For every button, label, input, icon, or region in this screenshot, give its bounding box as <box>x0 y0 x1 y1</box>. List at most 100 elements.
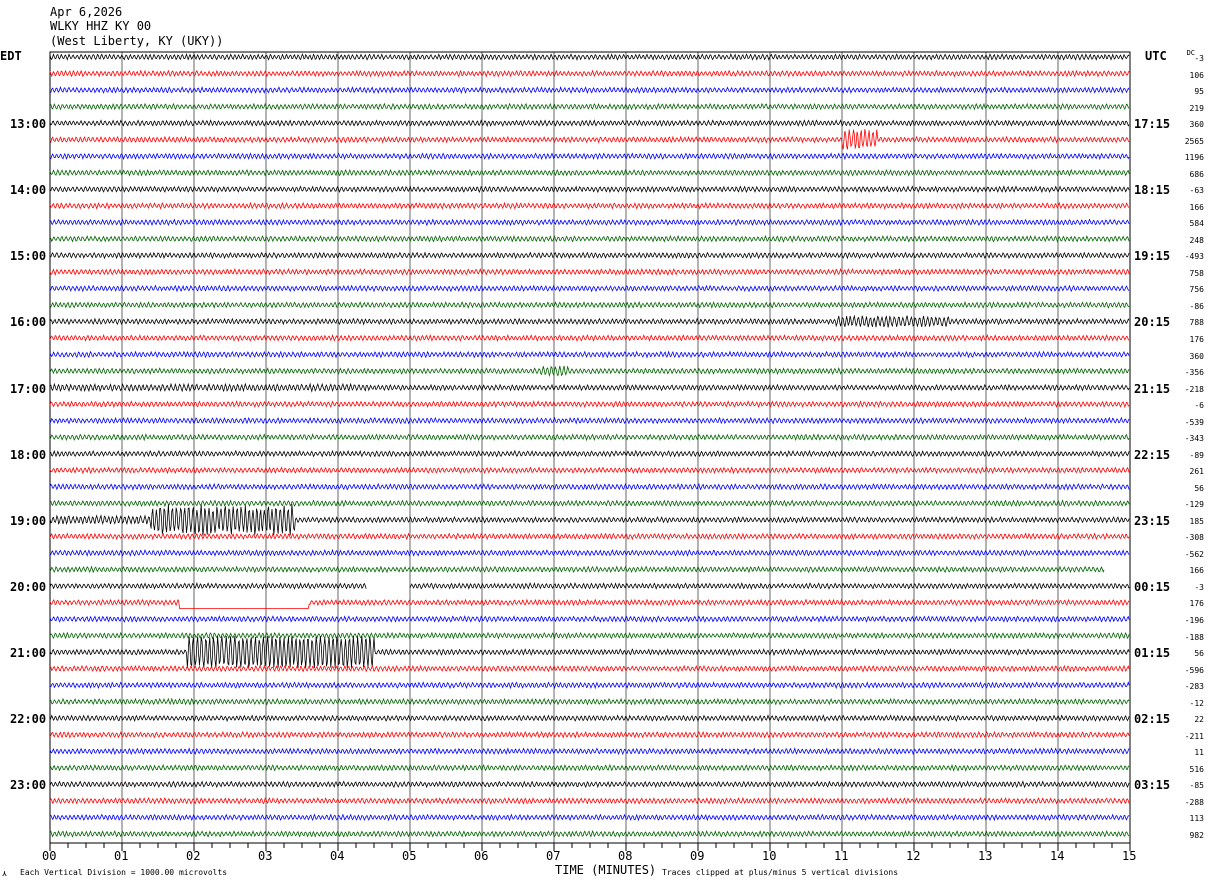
seismic-trace <box>49 697 1130 706</box>
x-tick-label: 15 <box>1122 849 1137 863</box>
dc-offset-label: 113 <box>1189 814 1204 824</box>
edt-hour-label: 21:00 <box>10 646 47 661</box>
utc-hour-label: 17:15 <box>1134 117 1171 132</box>
utc-hour-label: 22:15 <box>1134 447 1171 462</box>
seismic-trace <box>49 730 1130 739</box>
seismic-trace <box>49 129 1130 150</box>
plot-frame <box>49 51 1131 844</box>
seismic-trace <box>49 234 1130 243</box>
seismic-trace <box>49 350 1130 359</box>
scale-icon: ⋏ <box>2 869 7 878</box>
dc-offset-label: 758 <box>1189 268 1204 278</box>
dc-offset-label: -63 <box>1189 186 1204 196</box>
seismic-trace <box>49 830 1130 838</box>
dc-offset-label: -562 <box>1184 549 1204 559</box>
left-timezone: EDT <box>0 49 22 63</box>
dc-offset-label: 95 <box>1194 87 1204 97</box>
seismic-trace <box>49 400 1130 409</box>
right-timezone: UTC <box>1145 49 1167 63</box>
edt-hour-label: 16:00 <box>10 315 47 330</box>
seismic-trace <box>49 763 1130 772</box>
edt-hour-label: 20:00 <box>10 579 47 594</box>
dc-offset-label: -129 <box>1184 500 1204 510</box>
x-tick-label: 08 <box>618 849 633 863</box>
dc-offset-label: 756 <box>1189 285 1204 295</box>
seismic-trace <box>49 482 1130 491</box>
utc-hour-label: 20:15 <box>1134 315 1171 330</box>
dc-offset-label: 360 <box>1189 351 1204 361</box>
dc-offset-label: -343 <box>1184 434 1204 444</box>
dc-offset-label: 788 <box>1189 318 1204 328</box>
edt-hour-label: 15:00 <box>10 249 47 264</box>
edt-hour-label: 18:00 <box>10 447 47 462</box>
seismic-trace <box>49 631 1130 640</box>
dc-offset-label: -6 <box>1194 401 1204 411</box>
seismic-trace <box>49 796 1130 805</box>
scale-note: Each Vertical Division = 1000.00 microvo… <box>20 868 228 877</box>
seismic-trace <box>49 314 1130 328</box>
utc-hour-label: 03:15 <box>1134 778 1171 793</box>
seismic-trace <box>49 636 1130 669</box>
dc-offset-label: -288 <box>1184 797 1204 807</box>
x-tick-label: 12 <box>906 849 921 863</box>
x-tick-label: 10 <box>762 849 777 863</box>
x-tick-label: 11 <box>834 849 849 863</box>
seismic-trace <box>49 53 1130 61</box>
seismic-trace <box>49 333 1130 343</box>
date-label: Apr 6,2026 <box>50 5 123 19</box>
dc-offset-label: 248 <box>1189 235 1204 245</box>
dc-offset-label: -188 <box>1184 632 1204 642</box>
x-tick-label: 07 <box>546 849 561 863</box>
dc-offset-label: -89 <box>1189 450 1204 460</box>
seismic-trace <box>49 565 1105 574</box>
seismic-trace <box>49 615 1130 623</box>
x-tick-label: 01 <box>114 849 129 863</box>
seismic-trace <box>49 365 1130 378</box>
x-tick-label: 14 <box>1050 849 1065 863</box>
seismic-trace <box>49 813 1130 822</box>
station-label: WLKY HHZ KY 00 <box>50 19 152 33</box>
dc-offset-label: 1196 <box>1184 153 1204 163</box>
seismic-trace <box>49 598 1130 609</box>
location-label: (West Liberty, KY (UKY)) <box>50 34 224 48</box>
seismic-trace <box>50 251 1130 260</box>
seismic-trace <box>49 102 1130 111</box>
dc-offset-label: -12 <box>1189 698 1204 708</box>
dc-offset-label: -539 <box>1184 417 1204 427</box>
utc-hour-label: 19:15 <box>1134 249 1171 264</box>
x-tick-label: 05 <box>402 849 417 863</box>
dc-offset-label: -211 <box>1184 731 1204 741</box>
seismic-trace <box>49 382 1130 393</box>
dc-offset-label: -3 <box>1194 582 1204 592</box>
dc-offset-label: -3 <box>1194 54 1204 63</box>
dc-offset-label: 516 <box>1189 764 1204 774</box>
dc-offset-label: 584 <box>1189 219 1204 229</box>
dc-offset-label: 176 <box>1189 599 1204 609</box>
seismic-trace <box>49 714 1130 723</box>
seismic-trace <box>49 664 1130 673</box>
seismic-trace <box>49 119 1130 127</box>
utc-hour-label: 23:15 <box>1134 513 1171 528</box>
dc-offset-label: 2565 <box>1184 136 1204 146</box>
seismic-trace <box>49 86 1130 95</box>
dc-offset-label: 686 <box>1189 169 1204 179</box>
seismic-trace <box>49 780 1130 789</box>
dc-offset-label: 982 <box>1189 830 1204 840</box>
dc-offset-label: 176 <box>1189 335 1204 344</box>
x-axis-title: TIME (MINUTES) <box>555 863 657 877</box>
utc-hour-label: 01:15 <box>1134 646 1171 661</box>
dc-offset-label: 11 <box>1194 748 1204 758</box>
x-tick-label: 13 <box>978 849 993 863</box>
dc-offset-label: 56 <box>1194 649 1204 659</box>
dc-offset-label: 166 <box>1189 566 1204 576</box>
seismic-trace <box>49 449 1130 458</box>
seismic-trace <box>49 466 1130 475</box>
seismic-trace <box>49 548 1130 557</box>
edt-hour-label: 23:00 <box>10 778 47 793</box>
seismic-trace <box>49 185 1130 194</box>
utc-hour-label: 00:15 <box>1134 579 1171 594</box>
dc-offset-label: -218 <box>1184 384 1204 394</box>
seismic-trace <box>49 433 1130 442</box>
seismic-trace <box>49 747 1130 756</box>
